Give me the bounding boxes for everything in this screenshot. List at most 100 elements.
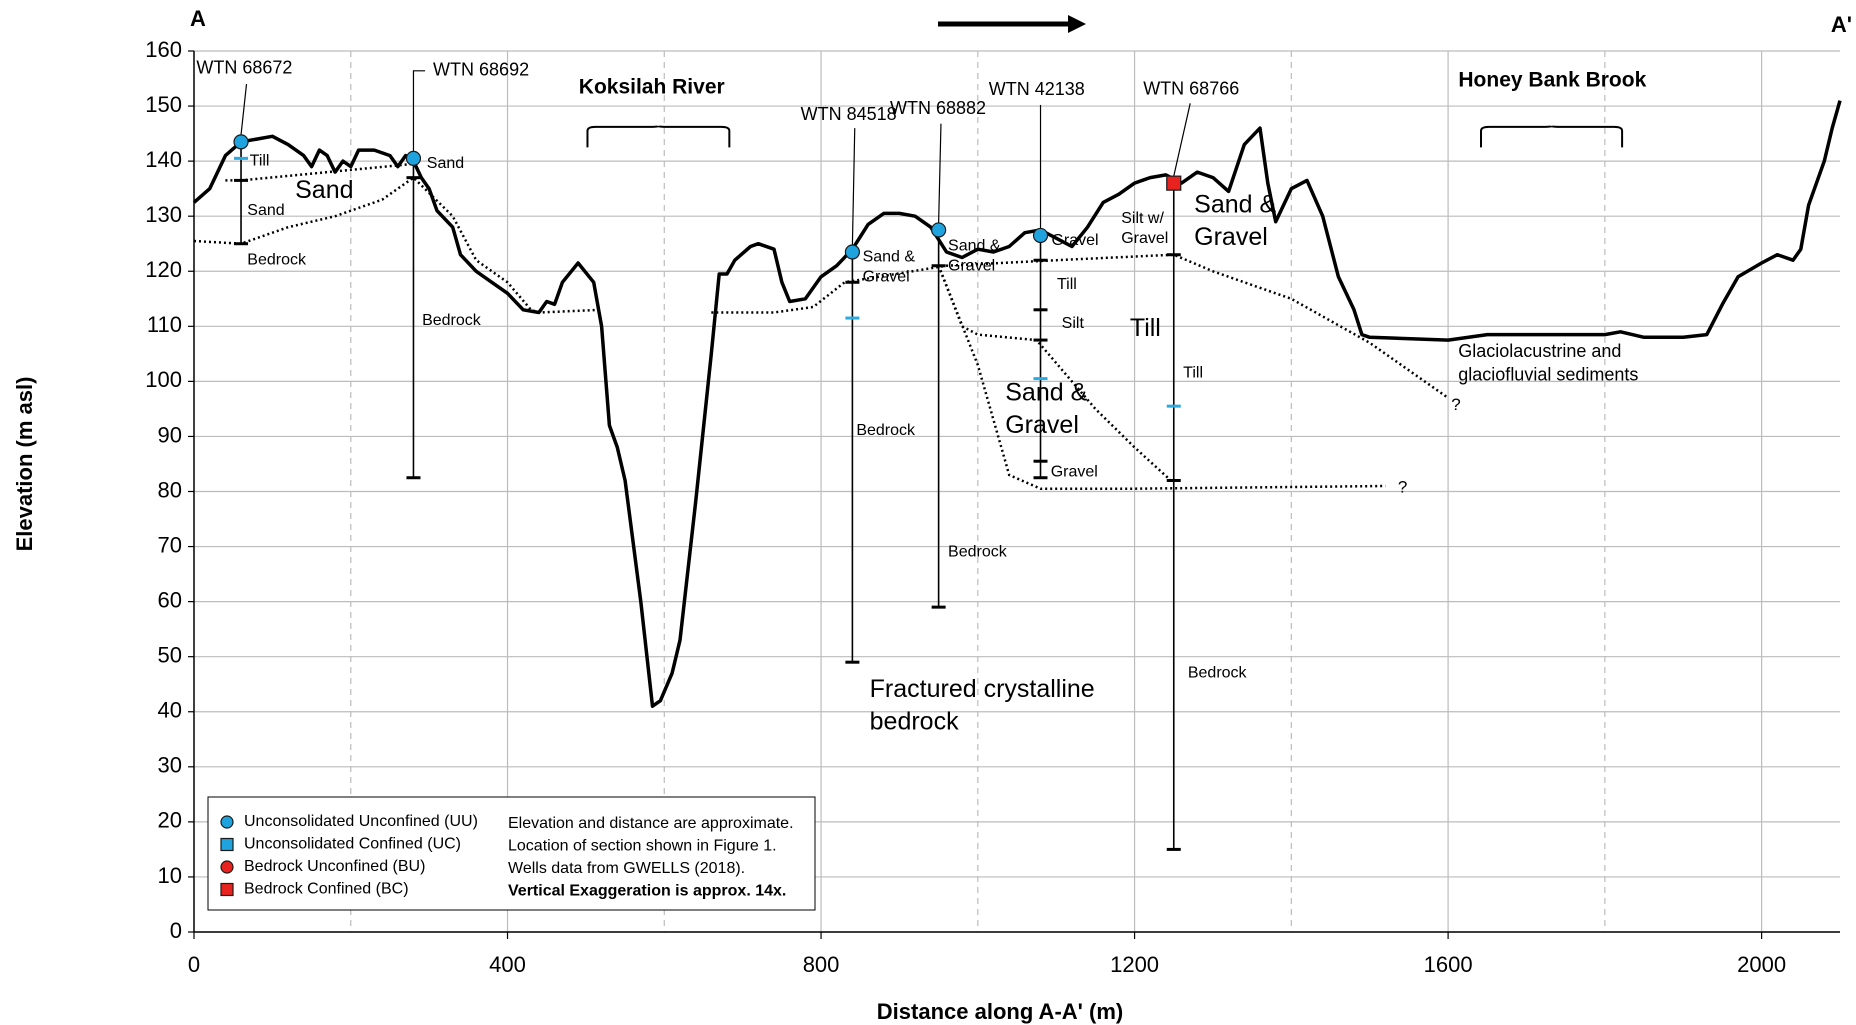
y-tick-label: 40 (158, 698, 182, 723)
layer-label: Silt w/ (1121, 210, 1164, 227)
well: WTN 68882 Sand & Gravel Bedrock (890, 98, 1008, 609)
unit-label: bedrock (870, 707, 959, 735)
section-end-label: A' (1831, 12, 1852, 37)
legend-box (207, 796, 816, 911)
unit-label: Till (1130, 314, 1161, 342)
leader-line (1173, 103, 1191, 177)
well-name: WTN 42138 (989, 79, 1085, 99)
river-brace (586, 125, 731, 148)
legend-label: Bedrock Unconfined (BU) (244, 858, 425, 875)
legend-marker (220, 882, 234, 897)
well-name: WTN 68882 (890, 98, 986, 118)
layer-label: Gravel (863, 269, 910, 286)
unit-label: Fractured crystalline (870, 675, 1095, 703)
contact-line (193, 175, 602, 314)
unit-label: Glaciolacustrine and (1458, 341, 1621, 361)
unit-label: Sand & (1194, 190, 1276, 218)
y-tick-label: 130 (145, 202, 182, 227)
layer-label: Bedrock (422, 312, 482, 329)
leader-line (240, 83, 248, 135)
well-name: WTN 68766 (1143, 78, 1239, 98)
section-start-label: A (190, 6, 206, 31)
y-axis-title: Elevation (m asl) (12, 377, 37, 552)
x-tick-label: 0 (188, 952, 200, 977)
y-tick-label: 80 (158, 477, 182, 502)
y-tick-label: 60 (158, 587, 182, 612)
legend-label: Unconsolidated Unconfined (UU) (244, 813, 478, 830)
well-marker (1166, 175, 1182, 191)
well-name: WTN 84518 (801, 104, 897, 124)
y-tick-label: 140 (145, 147, 182, 172)
leader-line (938, 123, 942, 223)
legend-note: Wells data from GWELLS (2018). (508, 860, 745, 877)
layer-label: Sand (247, 202, 284, 219)
leader-line (412, 70, 426, 152)
legend-note: Elevation and distance are approximate. (508, 815, 794, 832)
x-tick-label: 1200 (1110, 952, 1159, 977)
arrow-head (1068, 15, 1086, 33)
unit-label: Sand & (1005, 379, 1087, 407)
well-name: WTN 68672 (196, 57, 292, 77)
leader-line (851, 128, 856, 245)
well: WTN 84518 Sand & Gravel Bedrock (801, 104, 916, 664)
well-marker (844, 244, 861, 260)
legend-note: Vertical Exaggeration is approx. 14x. (508, 883, 786, 900)
y-tick-label: 50 (158, 643, 182, 668)
unit-label: glaciofluvial sediments (1458, 364, 1638, 384)
feature-label: Honey Bank Brook (1458, 68, 1646, 91)
uncertain-mark: ? (1451, 395, 1460, 414)
y-tick-label: 120 (145, 257, 182, 282)
layer-label: Till (1057, 276, 1077, 293)
well-marker (1032, 227, 1049, 244)
legend-marker (220, 837, 234, 852)
y-tick-label: 10 (158, 863, 182, 888)
y-tick-label: 110 (147, 312, 182, 337)
y-tick-label: 150 (145, 92, 182, 117)
unit-label: Gravel (1194, 223, 1268, 251)
uncertain-mark: ? (1398, 478, 1407, 497)
layer-label: Gravel (1051, 463, 1098, 480)
y-tick-label: 70 (158, 532, 182, 557)
y-tick-label: 20 (158, 808, 182, 833)
well: WTN 42138 Gravel Till Silt Gravel (989, 79, 1099, 481)
y-tick-label: 90 (158, 422, 182, 447)
layer-label: Sand & (863, 249, 916, 266)
well-name: WTN 68692 (433, 60, 529, 80)
river-brace (1480, 125, 1624, 148)
legend-label: Unconsolidated Confined (UC) (244, 836, 461, 853)
x-tick-label: 2000 (1737, 952, 1786, 977)
legend-marker (220, 860, 234, 874)
layer-label: Till (250, 152, 270, 169)
well-marker (931, 222, 947, 238)
legend-note: Location of section shown in Figure 1. (508, 838, 777, 855)
layer-label: Bedrock (1188, 664, 1248, 681)
contact-line (937, 265, 1175, 485)
layer-label: Silt (1062, 315, 1085, 332)
layer-label: Gravel (1051, 232, 1098, 249)
feature-label: Koksilah River (579, 75, 725, 98)
x-tick-label: 800 (803, 952, 840, 977)
x-tick-label: 400 (489, 952, 526, 977)
layer-label: Till (1183, 364, 1203, 381)
layer-label: Gravel (1121, 230, 1168, 247)
x-tick-label: 1600 (1424, 952, 1473, 977)
layer-label: Gravel (948, 258, 995, 275)
legend-marker (220, 815, 234, 829)
layer-label: Sand (427, 155, 464, 172)
y-tick-label: 0 (170, 918, 182, 943)
y-tick-label: 100 (145, 367, 182, 392)
unit-label: Sand (295, 176, 353, 204)
y-tick-label: 30 (158, 753, 182, 778)
layer-label: Sand & (948, 238, 1001, 255)
legend: Unconsolidated Unconfined (UU) Unconsolid… (207, 796, 816, 911)
well: WTN 68692 Sand Bedrock (405, 60, 529, 480)
layer-label: Bedrock (948, 543, 1008, 560)
well: WTN 68672 Till Sand Bedrock (196, 57, 307, 268)
well: WTN 68766 Silt w/Gravel Till Bedrock (1121, 78, 1248, 851)
y-tick-label: 160 (145, 37, 182, 62)
direction-arrow (938, 15, 1086, 33)
unit-label: Gravel (1005, 411, 1079, 439)
legend-label: Bedrock Confined (BC) (244, 881, 409, 898)
